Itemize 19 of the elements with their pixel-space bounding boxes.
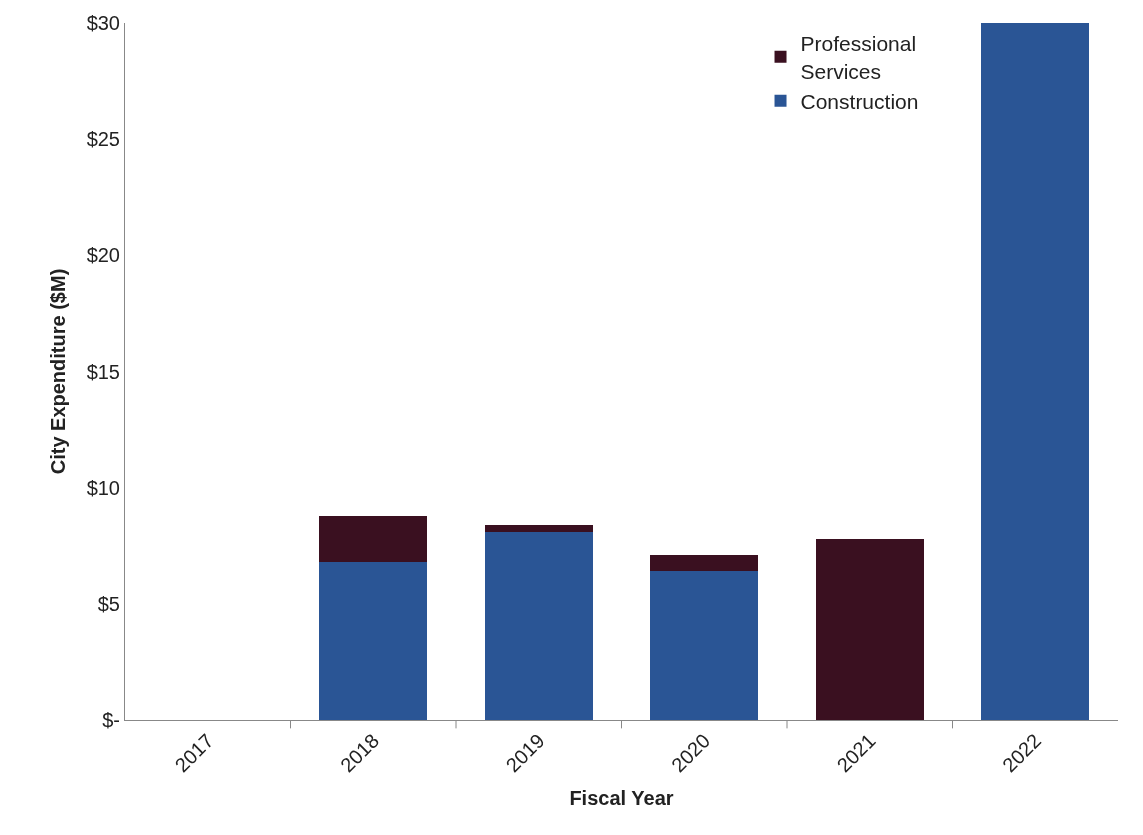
bar [484, 531, 593, 720]
y-tick-label: $20 [86, 244, 120, 267]
legend-label: Construction [800, 89, 919, 113]
legend-label: Professional Services [800, 32, 917, 83]
bar [650, 571, 759, 720]
y-tick-label: $30 [86, 12, 120, 34]
bar [319, 562, 428, 720]
bar [981, 23, 1090, 720]
bar [319, 515, 428, 563]
bar [815, 538, 924, 720]
y-tick-label: $10 [86, 476, 120, 499]
y-tick-label: $25 [86, 128, 120, 151]
y-tick-label: $5 [97, 592, 120, 615]
bar [484, 524, 593, 532]
y-tick-label: $15 [86, 360, 120, 383]
bar [650, 555, 759, 572]
y-tick-label: $- [102, 709, 120, 731]
x-axis-title: Fiscal Year [569, 786, 674, 809]
y-axis-title: City Expenditure ($M) [47, 268, 70, 475]
